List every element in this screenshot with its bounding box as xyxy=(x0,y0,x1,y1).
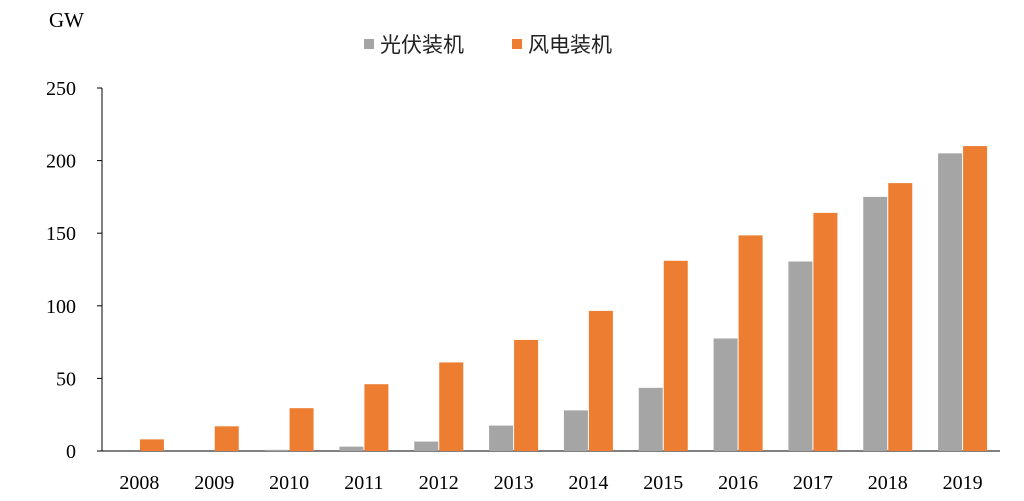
bar-1-2012 xyxy=(414,441,439,451)
y-tick-label: 150 xyxy=(46,223,76,245)
bar-2-2018 xyxy=(888,183,913,451)
bar-2-2009 xyxy=(214,426,239,451)
y-tick-label: 200 xyxy=(46,151,76,173)
bar-2-2011 xyxy=(364,384,389,451)
bar-2-2015 xyxy=(663,260,688,451)
bar-1-2016 xyxy=(713,338,738,451)
x-tick-label: 2008 xyxy=(119,472,159,494)
x-tick-label: 2017 xyxy=(793,472,833,494)
y-tick-label: 50 xyxy=(56,368,76,390)
legend-swatch-1 xyxy=(364,39,374,49)
bar-1-2015 xyxy=(638,387,663,451)
x-tick-label: 2012 xyxy=(419,472,459,494)
x-tick-label: 2016 xyxy=(718,472,758,494)
bar-2-2013 xyxy=(514,339,539,451)
y-tick-label: 250 xyxy=(46,78,76,100)
y-axis: 0 50 100 150 200 250 xyxy=(46,78,103,463)
x-tick-label: 2010 xyxy=(269,472,309,494)
bar-1-2017 xyxy=(788,261,813,451)
legend-swatch-2 xyxy=(512,39,522,49)
bar-1-2019 xyxy=(938,153,963,451)
bar-2-2014 xyxy=(588,310,613,451)
bar-1-2013 xyxy=(489,425,514,451)
y-tick-label: 0 xyxy=(66,441,76,463)
series-2 xyxy=(139,146,988,451)
bar-2-2016 xyxy=(738,235,763,451)
x-tick-label: 2014 xyxy=(568,472,608,494)
bar-2-2010 xyxy=(289,408,314,451)
bar-2-2012 xyxy=(439,362,464,451)
series-1 xyxy=(264,153,963,451)
legend-label-1: 光伏装机 xyxy=(380,33,464,57)
bar-2-2008 xyxy=(139,439,164,451)
y-tick-label: 100 xyxy=(46,296,76,318)
x-tick-label: 2019 xyxy=(943,472,983,494)
y-axis-unit-label: GW xyxy=(49,8,84,32)
x-tick-label: 2015 xyxy=(643,472,683,494)
bar-1-2014 xyxy=(563,410,588,451)
legend-label-2: 风电装机 xyxy=(528,33,612,57)
bar-1-2018 xyxy=(863,196,888,451)
x-tick-label: 2013 xyxy=(494,472,534,494)
bar-1-2010 xyxy=(264,449,289,451)
legend: 光伏装机 风电装机 xyxy=(364,33,612,57)
bar-2-2017 xyxy=(813,212,838,451)
bars xyxy=(139,146,988,451)
bar-2-2019 xyxy=(963,146,988,451)
bar-1-2011 xyxy=(339,446,364,451)
x-tick-label: 2009 xyxy=(194,472,234,494)
x-tick-label: 2018 xyxy=(868,472,908,494)
x-tick-label: 2011 xyxy=(344,472,383,494)
x-axis: 2008 2009 2010 2011 2012 2013 2014 2015 2016 2017… xyxy=(102,450,1000,494)
